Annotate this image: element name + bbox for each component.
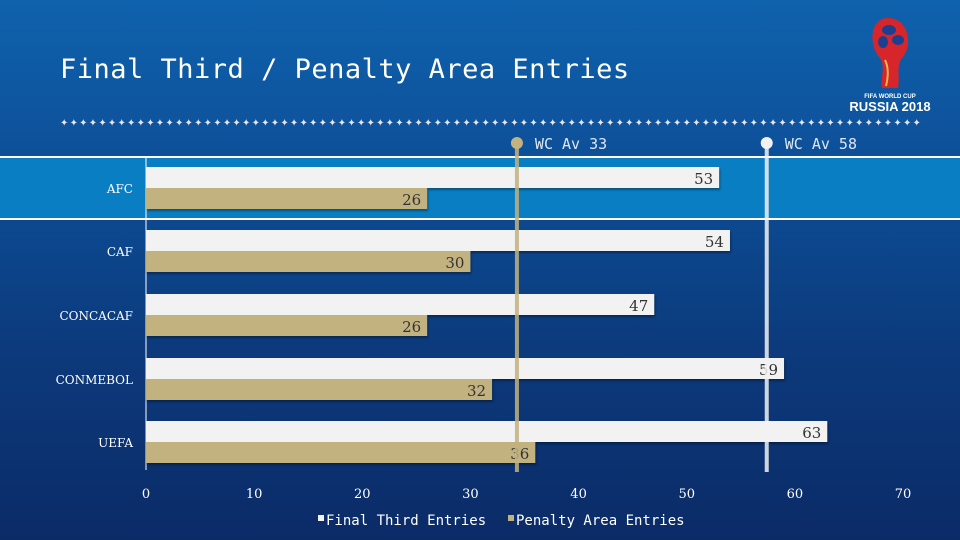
- x-tick-label: 30: [462, 487, 479, 502]
- data-label: 54: [705, 233, 724, 251]
- x-tick-label: 70: [895, 487, 912, 502]
- bar-penalty-area: [146, 188, 428, 209]
- reference-line-marker: [510, 137, 523, 149]
- data-label: 53: [694, 170, 713, 188]
- legend-label: Penalty Area Entries: [516, 513, 685, 529]
- bar-final-third: [146, 167, 720, 188]
- data-label: 30: [445, 254, 464, 272]
- reference-line-label: WC Av 58: [785, 135, 857, 153]
- x-tick-label: 20: [354, 487, 371, 502]
- legend-swatch: [318, 515, 324, 521]
- data-label: 63: [802, 424, 821, 442]
- x-tick-label: 40: [570, 487, 587, 502]
- chart-title: Final Third / Penalty Area Entries: [60, 54, 630, 85]
- legend-swatch: [508, 515, 514, 521]
- data-label: 26: [402, 191, 421, 209]
- x-tick-label: 10: [246, 487, 263, 502]
- x-tick-label: 0: [142, 487, 150, 502]
- bar-penalty-area: [146, 315, 428, 336]
- data-label: 32: [467, 382, 486, 400]
- category-label: CONMEBOL: [56, 373, 133, 387]
- x-tick-label: 50: [678, 487, 695, 502]
- bar-final-third: [146, 358, 785, 379]
- x-tick-label: 60: [787, 487, 804, 502]
- category-label: UEFA: [98, 436, 133, 450]
- category-label: CAF: [107, 245, 133, 259]
- bar-penalty-area: [146, 442, 536, 463]
- reference-line-label: WC Av 33: [535, 135, 607, 153]
- reference-line-marker: [760, 137, 773, 149]
- bar-penalty-area: [146, 251, 471, 272]
- category-label: AFC: [106, 182, 133, 196]
- bar-final-third: [146, 421, 828, 442]
- bar-final-third: [146, 294, 655, 315]
- data-label: 47: [629, 297, 648, 315]
- legend-label: Final Third Entries: [326, 513, 486, 529]
- bar-final-third: [146, 230, 730, 251]
- data-label: 26: [402, 318, 421, 336]
- data-label: 36: [510, 445, 529, 463]
- decorative-divider: ✦✦✦✦✦✦✦✦✦✦✦✦✦✦✦✦✦✦✦✦✦✦✦✦✦✦✦✦✦✦✦✦✦✦✦✦✦✦✦✦…: [60, 118, 923, 129]
- bar-penalty-area: [146, 379, 493, 400]
- category-label: CONCACAF: [59, 309, 133, 323]
